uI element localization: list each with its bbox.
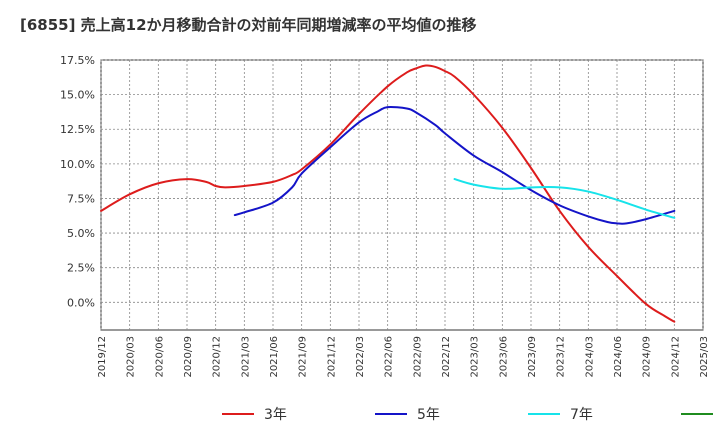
x-tick-label: 2023/09	[527, 336, 538, 378]
x-tick-label: 2020/03	[126, 336, 137, 378]
x-tick-label: 2019/12	[97, 336, 108, 378]
legend: 3年5年7年10年	[222, 407, 713, 423]
x-tick-label: 2020/12	[212, 336, 223, 378]
grid-layer	[100, 59, 704, 330]
x-tick-label: 2021/12	[326, 336, 337, 378]
plot-area	[100, 59, 704, 331]
y-tick-label: 2.5%	[67, 262, 95, 275]
x-tick-label: 2024/03	[584, 336, 595, 378]
x-tick-label: 2024/12	[670, 336, 681, 378]
x-tick-label: 2020/06	[154, 336, 165, 378]
y-tick-label: 10.0%	[60, 158, 95, 171]
y-tick-label: 15.0%	[60, 89, 95, 102]
x-tick-label: 2020/09	[183, 336, 194, 378]
x-tick-label: 2021/09	[298, 336, 309, 378]
x-tick-label: 2021/06	[269, 336, 280, 378]
series-line-3年	[100, 64, 676, 323]
y-tick-label: 5.0%	[67, 227, 95, 240]
y-tick-label: 0.0%	[67, 296, 95, 309]
legend-label: 5年	[417, 407, 440, 423]
legend-label: 3年	[264, 407, 287, 423]
legend-label: 7年	[570, 407, 593, 423]
y-tick-label: 7.5%	[67, 192, 95, 205]
x-tick-label: 2022/12	[441, 336, 452, 378]
x-tick-label: 2024/06	[613, 336, 624, 378]
y-tick-label: 12.5%	[60, 123, 95, 136]
x-axis-tick-labels: 2019/12 2020/03 2020/06 2020/09 2020/12 2021/…	[97, 336, 710, 378]
x-tick-label: 2021/03	[240, 336, 251, 378]
series-line-5年	[233, 105, 676, 225]
y-tick-label: 17.5%	[60, 54, 95, 67]
x-tick-label: 2023/03	[470, 336, 481, 378]
x-tick-label: 2022/09	[412, 336, 423, 378]
x-tick-label: 2022/06	[384, 336, 395, 378]
x-tick-label: 2024/09	[642, 336, 653, 378]
x-tick-label: 2025/03	[699, 336, 710, 378]
series-layer	[100, 64, 676, 323]
series-line-7年	[453, 178, 676, 219]
x-tick-label: 2023/12	[556, 336, 567, 378]
x-tick-label: 2022/03	[355, 336, 366, 378]
chart-title: [6855] 売上高12か月移動合計の対前年同期増減率の平均値の推移	[20, 16, 477, 34]
y-axis-tick-labels: 17.5% 15.0% 12.5% 10.0% 7.5% 5.0% 2.5% 0.0%	[60, 54, 95, 309]
x-tick-label: 2023/06	[498, 336, 509, 378]
